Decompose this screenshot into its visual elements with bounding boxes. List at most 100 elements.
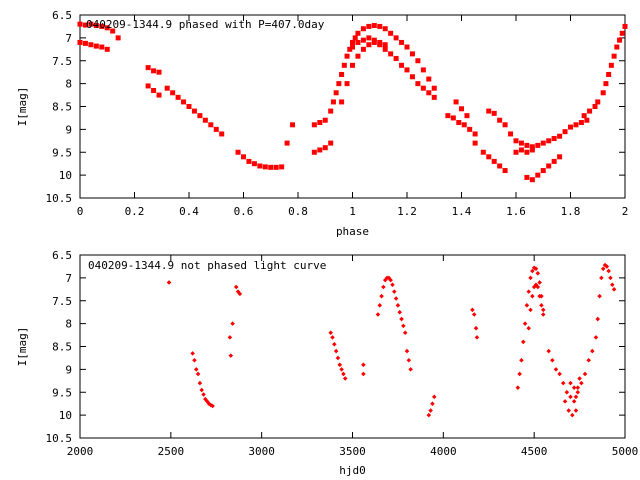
data-point bbox=[557, 133, 563, 139]
data-point bbox=[571, 399, 577, 404]
data-point bbox=[145, 65, 151, 71]
data-point bbox=[156, 92, 162, 98]
data-point bbox=[595, 99, 601, 105]
data-point bbox=[344, 53, 350, 59]
y-tick-label: 10.5 bbox=[46, 192, 73, 205]
data-point bbox=[77, 39, 83, 45]
data-point bbox=[579, 380, 584, 386]
data-point bbox=[360, 26, 366, 32]
data-point bbox=[575, 389, 581, 395]
data-point bbox=[82, 22, 88, 28]
data-point bbox=[426, 412, 432, 418]
data-point bbox=[428, 408, 433, 413]
data-point bbox=[110, 28, 116, 34]
data-point bbox=[406, 357, 412, 363]
data-point bbox=[388, 277, 393, 283]
x-tick-label: 0.2 bbox=[125, 205, 145, 218]
data-point bbox=[540, 307, 546, 313]
data-point bbox=[603, 81, 609, 87]
data-point bbox=[608, 62, 614, 68]
data-point bbox=[415, 58, 421, 64]
data-point bbox=[566, 408, 571, 413]
data-point bbox=[377, 303, 383, 308]
data-point bbox=[322, 145, 328, 151]
data-point bbox=[381, 284, 386, 290]
data-point bbox=[375, 312, 381, 317]
data-point bbox=[408, 367, 413, 372]
data-point bbox=[420, 67, 426, 73]
data-point bbox=[491, 158, 497, 164]
data-point bbox=[502, 122, 508, 128]
data-point bbox=[230, 321, 235, 326]
y-axis-title: I[mag] bbox=[16, 87, 29, 127]
chart-title: 040209-1344.9 not phased light curve bbox=[88, 259, 326, 272]
data-point bbox=[513, 138, 519, 144]
data-point bbox=[539, 303, 544, 308]
data-point bbox=[409, 74, 415, 80]
data-point bbox=[464, 113, 470, 119]
data-point bbox=[93, 23, 99, 29]
data-point bbox=[382, 42, 388, 48]
data-point bbox=[347, 46, 353, 52]
data-point bbox=[93, 43, 99, 49]
x-tick-label: 0.4 bbox=[179, 205, 199, 218]
data-point bbox=[459, 106, 464, 112]
data-point bbox=[317, 147, 323, 153]
data-point bbox=[335, 355, 341, 361]
y-tick-label: 10 bbox=[59, 409, 72, 422]
data-point bbox=[170, 90, 176, 96]
data-point bbox=[557, 371, 562, 377]
data-point bbox=[611, 287, 617, 292]
data-point bbox=[590, 348, 595, 354]
data-point bbox=[568, 380, 573, 386]
data-point bbox=[480, 149, 486, 155]
data-point bbox=[518, 147, 524, 153]
data-point bbox=[604, 264, 610, 269]
data-point bbox=[208, 122, 214, 128]
data-point bbox=[530, 293, 535, 299]
data-point bbox=[210, 403, 215, 409]
data-point bbox=[339, 71, 345, 77]
data-point bbox=[535, 172, 541, 178]
data-point bbox=[508, 131, 514, 137]
data-point bbox=[431, 394, 437, 400]
data-point bbox=[551, 136, 557, 142]
data-point bbox=[582, 371, 588, 377]
data-point bbox=[524, 149, 530, 155]
data-point bbox=[388, 30, 394, 36]
data-point bbox=[388, 51, 394, 57]
data-point bbox=[197, 113, 203, 119]
x-tick-label: 1.6 bbox=[506, 205, 526, 218]
y-tick-label: 7 bbox=[65, 32, 72, 45]
data-point bbox=[382, 26, 388, 32]
data-point bbox=[608, 275, 613, 281]
x-tick-label: 1.4 bbox=[452, 205, 472, 218]
data-point bbox=[279, 164, 285, 170]
data-point bbox=[573, 408, 579, 413]
data-point bbox=[575, 385, 581, 390]
data-point bbox=[246, 158, 252, 164]
y-tick-label: 8 bbox=[65, 78, 72, 91]
data-point bbox=[317, 120, 323, 126]
data-point bbox=[156, 69, 162, 75]
x-tick-label: 0 bbox=[77, 205, 84, 218]
data-point bbox=[311, 149, 317, 155]
unphased-light-curve-panel: 2000 2500 3000 3500 4000 4500 5000 6.5 7 7.5 8 8.5 9… bbox=[16, 249, 638, 477]
x-tick-label: 2 bbox=[622, 205, 629, 218]
data-point bbox=[420, 85, 426, 91]
data-point bbox=[533, 266, 539, 271]
data-point bbox=[336, 81, 342, 87]
data-point bbox=[546, 163, 552, 169]
data-point bbox=[570, 412, 575, 418]
data-point bbox=[219, 131, 225, 137]
data-point bbox=[213, 126, 219, 132]
data-point bbox=[617, 37, 623, 43]
data-point bbox=[526, 289, 531, 294]
data-point bbox=[600, 266, 606, 271]
data-point bbox=[453, 99, 459, 105]
data-point bbox=[352, 35, 358, 41]
data-point bbox=[537, 280, 542, 285]
data-point bbox=[404, 44, 410, 50]
x-tick-label: 1 bbox=[349, 205, 356, 218]
data-point bbox=[395, 303, 401, 308]
